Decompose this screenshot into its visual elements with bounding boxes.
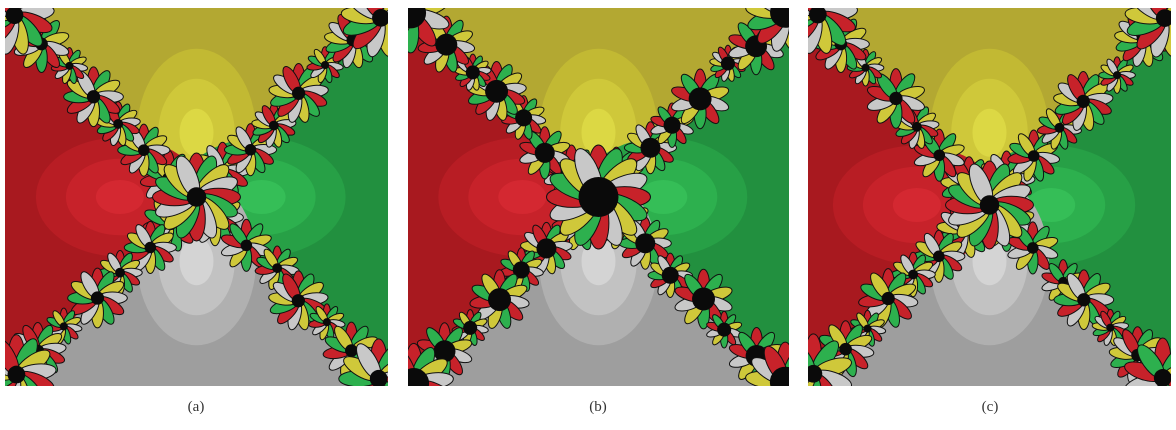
boundary-core [60,322,68,330]
boundary-core [980,195,1000,215]
panel-label: (b) [589,399,607,415]
boundary-core [934,149,946,161]
fractal-image [370,0,826,424]
boundary-core [1077,293,1090,306]
boundary-core [87,90,100,103]
boundary-core [113,119,123,129]
boundary-core [292,87,305,100]
boundary-core [269,121,279,131]
boundary-core [272,263,282,273]
boundary-core [908,270,918,280]
boundary-core [345,344,358,357]
boundary-core [91,291,104,304]
boundary-core [1028,150,1040,162]
boundary-core [579,177,619,217]
boundary-core [863,325,871,333]
boundary-core [692,288,715,311]
fractal-image [773,0,1176,418]
basin-shade [893,188,941,222]
boundary-core [805,365,823,383]
boundary-core [1077,95,1090,108]
boundary-core [809,6,827,24]
boundary-core [1055,123,1065,133]
panel-label: (c) [982,399,999,415]
boundary-core [1027,242,1039,254]
boundary-core [292,294,305,307]
basin-shade [180,237,214,285]
basin-shade [973,109,1007,157]
boundary-core [245,144,257,156]
boundary-core [882,292,895,305]
boundary-core [321,61,329,69]
boundary-core [187,187,207,207]
boundary-core [770,367,801,398]
boundary-core [635,233,655,253]
petal [777,380,802,423]
boundary-core [323,318,331,326]
basin-shade [498,180,546,214]
boundary-core [6,6,24,24]
petal [768,380,793,423]
boundary-core [535,143,555,163]
boundary-core [721,56,735,70]
boundary-core [1113,71,1121,79]
boundary-core [485,80,508,103]
boundary-core [115,268,125,278]
boundary-core [839,343,852,356]
boundary-core [241,240,253,252]
boundary-core [372,9,390,27]
boundary-core [370,370,388,388]
figure: (a) (b) (c) [0,0,1176,425]
boundary-core [536,238,556,258]
boundary-core [889,92,902,105]
boundary-core [1106,324,1114,332]
panel-label: (a) [188,399,205,415]
boundary-core [689,87,712,110]
boundary-core [861,64,869,72]
boundary-core [640,138,660,158]
boundary-core [1154,369,1172,387]
boundary-core [435,34,457,56]
petal [396,381,421,424]
boundary-core [145,242,157,254]
boundary-core [933,251,945,263]
boundary-core [488,288,511,311]
boundary-core [717,323,731,337]
boundary-core [463,321,477,335]
petal [406,381,431,424]
boundary-core [8,366,26,384]
basin-shade [96,180,144,214]
boundary-core [398,368,429,399]
boundary-core [1156,9,1174,27]
boundary-core [138,144,150,156]
boundary-core [65,62,73,70]
fractal-image [0,0,421,419]
boundary-core [466,65,480,79]
boundary-core [662,267,679,284]
boundary-core [912,122,922,132]
boundary-core [664,117,681,134]
